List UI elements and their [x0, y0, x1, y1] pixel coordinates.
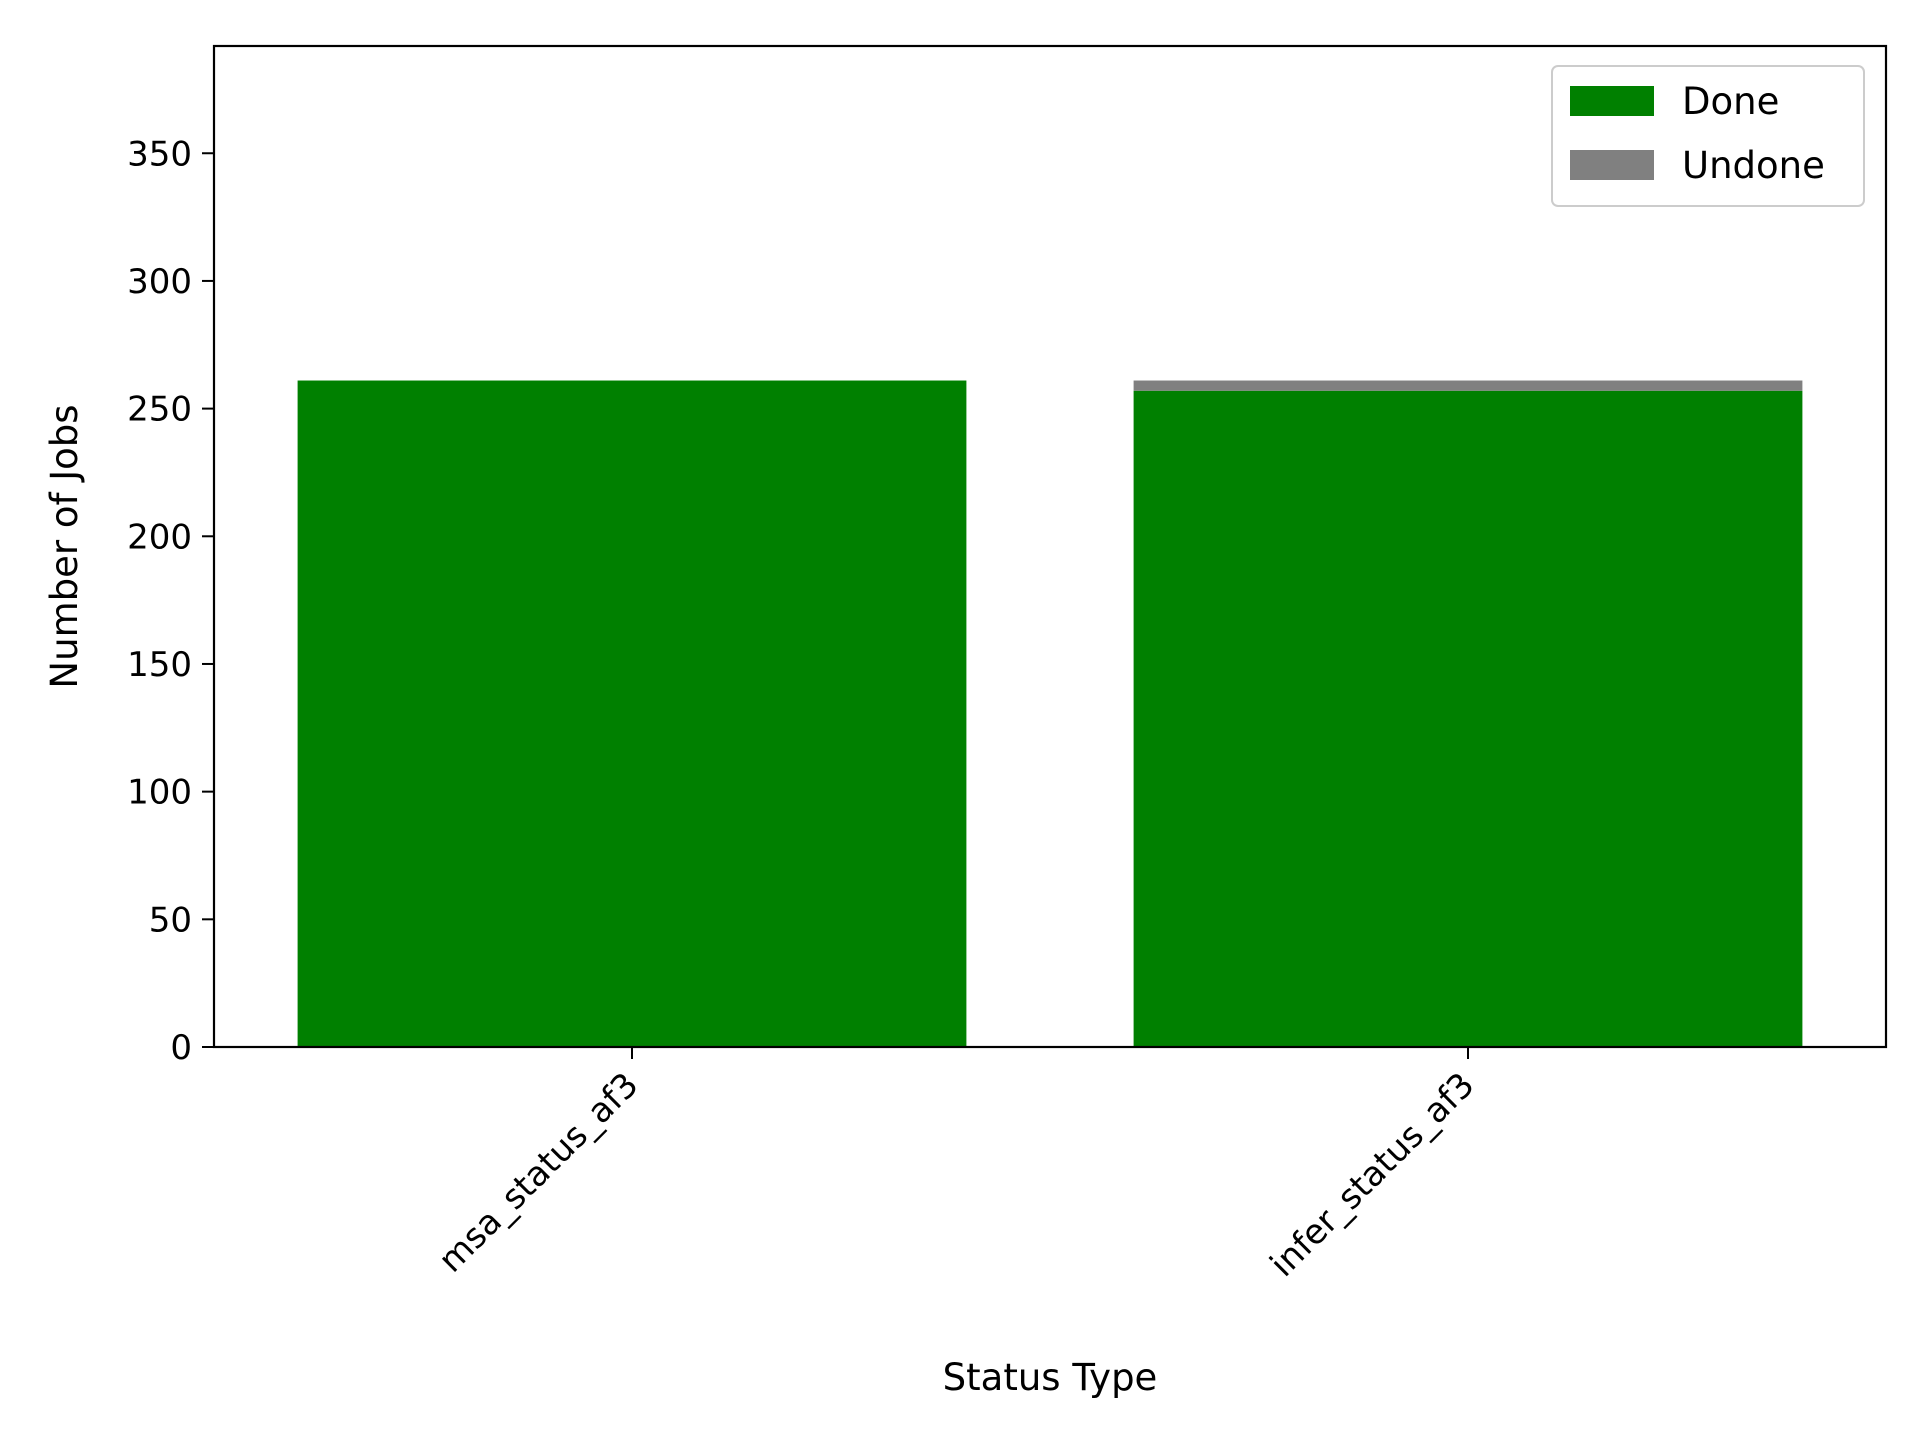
legend-label-undone: Undone [1682, 144, 1825, 187]
plot-frame [212, 44, 1888, 1049]
y-tick-label: 350 [127, 134, 192, 174]
bar-done-infer_status_af3 [1133, 390, 1803, 1047]
y-tick-label: 150 [127, 645, 192, 685]
legend-swatch-undone [1570, 150, 1654, 180]
x-axis-ticks: msa_status_af3 infer_status_af3 [431, 1047, 1482, 1285]
x-tick-label-msa_status_af3: msa_status_af3 [431, 1065, 646, 1280]
bar-done-msa_status_af3 [297, 380, 967, 1048]
legend-label-done: Done [1682, 80, 1779, 123]
y-tick-label: 200 [127, 517, 192, 557]
bars-group [297, 380, 1803, 1048]
bar-undone-infer_status_af3 [1133, 380, 1803, 391]
y-tick-label: 50 [149, 900, 192, 940]
y-tick-label: 0 [170, 1028, 192, 1068]
x-axis-label: Status Type [943, 1356, 1158, 1399]
y-axis-label: Number of Jobs [43, 404, 86, 688]
legend-swatch-done [1570, 86, 1654, 116]
y-tick-label: 300 [127, 262, 192, 302]
y-tick-label: 100 [127, 773, 192, 813]
y-tick-label: 250 [127, 390, 192, 430]
x-tick-label-infer_status_af3: infer_status_af3 [1263, 1065, 1483, 1285]
y-axis-ticks: 0 50 100 150 200 250 300 350 [127, 134, 214, 1068]
legend: Done Undone [1551, 65, 1865, 207]
